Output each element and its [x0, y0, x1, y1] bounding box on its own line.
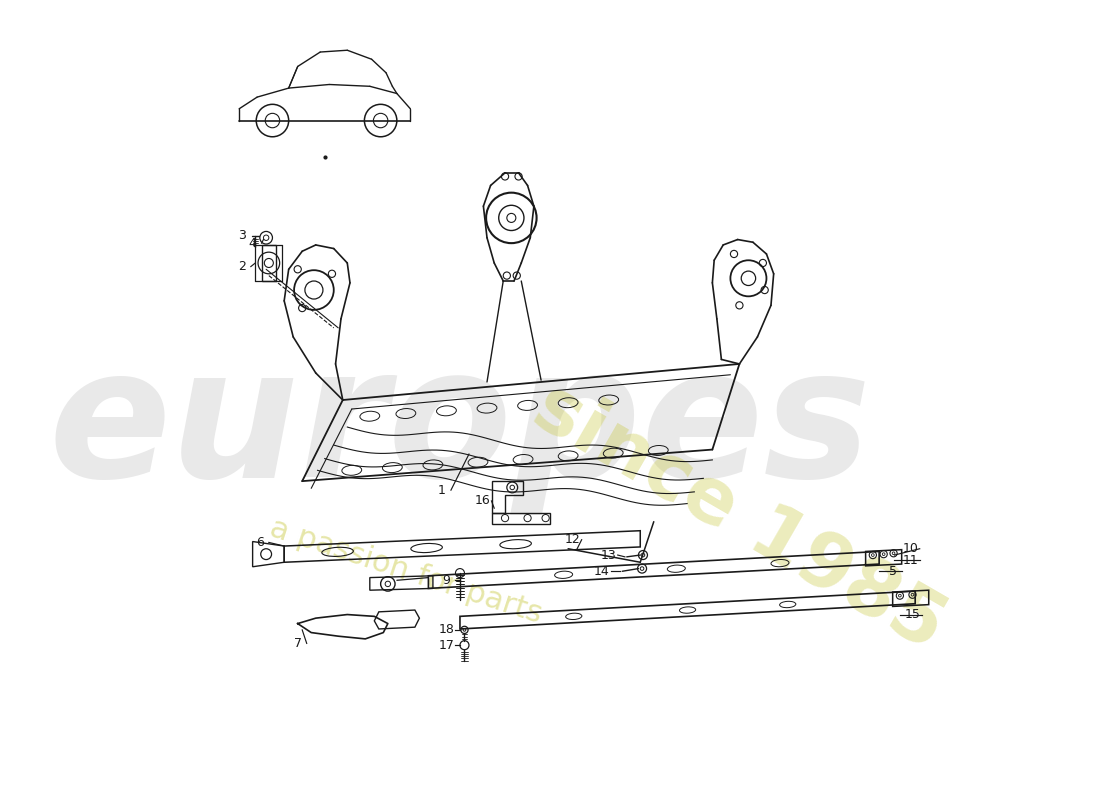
Text: 18: 18	[439, 623, 454, 636]
Text: europes: europes	[48, 339, 871, 515]
Text: 7: 7	[294, 637, 301, 650]
Text: 12: 12	[564, 534, 581, 546]
Text: 15: 15	[904, 608, 921, 621]
Text: 13: 13	[601, 549, 617, 562]
Text: 9: 9	[442, 574, 450, 586]
Text: 1: 1	[438, 484, 446, 497]
Text: 16: 16	[474, 494, 491, 507]
Text: a passion for parts: a passion for parts	[266, 514, 546, 629]
Text: 11: 11	[903, 554, 918, 567]
Text: 14: 14	[594, 565, 609, 578]
Text: 2: 2	[238, 260, 245, 273]
Text: 17: 17	[439, 638, 454, 652]
Text: 4: 4	[249, 237, 256, 250]
Text: 10: 10	[903, 542, 918, 555]
Text: since 1985: since 1985	[520, 370, 958, 665]
Text: 3: 3	[238, 230, 245, 242]
Text: 5: 5	[889, 565, 896, 578]
Text: 6: 6	[256, 536, 264, 549]
